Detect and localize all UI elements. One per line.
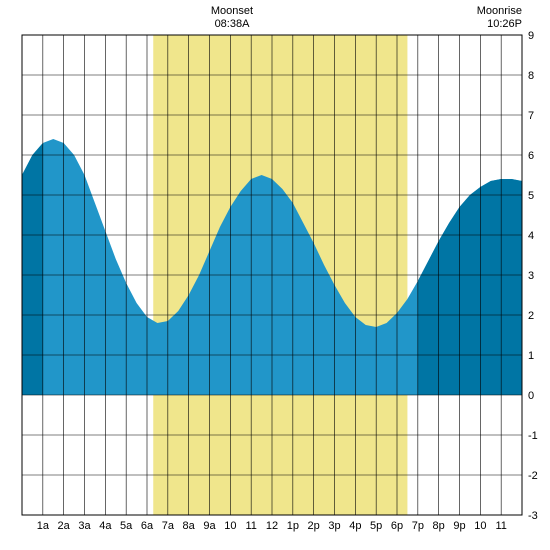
x-tick-label: 11 (495, 520, 506, 532)
x-tick-label: 9a (203, 520, 216, 532)
y-tick-label: 0 (528, 390, 534, 402)
y-tick-label: 4 (528, 230, 534, 242)
x-tick-label: 5a (120, 520, 133, 532)
moonset-title: Moonset (211, 5, 253, 17)
x-tick-label: 3a (78, 520, 91, 532)
y-tick-label: 2 (528, 310, 534, 322)
x-tick-label: 11 (245, 520, 256, 532)
x-tick-label: 8a (183, 520, 196, 532)
x-tick-label: 1a (37, 520, 50, 532)
y-tick-label: 7 (528, 110, 534, 122)
x-tick-label: 6a (141, 520, 154, 532)
x-tick-label: 5p (370, 520, 382, 532)
tide-area-night-predawn (22, 143, 43, 395)
tide-chart: -3-2-101234567891a2a3a4a5a6a7a8a9a101112… (0, 0, 550, 550)
x-tick-label: 12 (266, 520, 278, 532)
x-tick-label: 1p (287, 520, 299, 532)
x-tick-label: 6p (391, 520, 403, 532)
x-tick-label: 8p (433, 520, 445, 532)
y-tick-label: 8 (528, 70, 534, 82)
moonset-time: 08:38A (215, 18, 251, 30)
y-tick-label: 5 (528, 190, 534, 202)
x-tick-label: 4a (99, 520, 112, 532)
moonrise-title: Moonrise (477, 5, 522, 17)
x-tick-label: 4p (349, 520, 361, 532)
y-tick-label: -1 (528, 430, 538, 442)
x-tick-label: 9p (453, 520, 465, 532)
x-tick-label: 2a (58, 520, 71, 532)
x-tick-label: 10 (474, 520, 486, 532)
x-tick-label: 2p (308, 520, 320, 532)
x-tick-label: 7a (162, 520, 175, 532)
y-tick-label: -2 (528, 470, 538, 482)
moonrise-time: 10:26P (487, 18, 522, 30)
y-tick-label: 1 (528, 350, 534, 362)
y-tick-label: 9 (528, 30, 534, 42)
x-tick-label: 7p (412, 520, 424, 532)
y-tick-label: -3 (528, 510, 538, 522)
y-tick-label: 3 (528, 270, 534, 282)
y-tick-label: 6 (528, 150, 534, 162)
x-tick-label: 10 (224, 520, 236, 532)
x-tick-label: 3p (328, 520, 340, 532)
